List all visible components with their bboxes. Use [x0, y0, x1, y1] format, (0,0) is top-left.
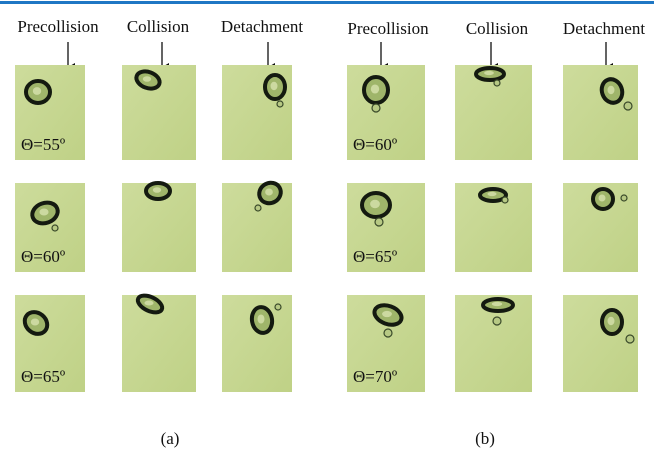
bubble-highlight — [31, 319, 39, 326]
bubble-highlight — [258, 314, 265, 323]
subfigure-caption: (b) — [475, 429, 495, 448]
small-bubble — [621, 195, 627, 201]
column-heading: Collision — [127, 17, 190, 36]
column-heading: Precollision — [347, 19, 429, 38]
bubble-highlight — [371, 84, 379, 93]
page: Precollision Collision Detachment Θ=55º Θ=60… — [0, 0, 654, 451]
bubble-highlight — [153, 187, 161, 193]
small-bubble — [277, 101, 283, 107]
small-bubble — [375, 218, 383, 226]
top-rule — [0, 1, 654, 4]
angle-label: Θ=65º — [353, 247, 397, 266]
bubble-highlight — [487, 192, 496, 196]
small-bubble — [502, 197, 508, 203]
bubble-highlight — [144, 301, 153, 306]
small-bubble — [275, 304, 281, 310]
bubble-highlight — [143, 76, 151, 82]
bubble-highlight — [265, 189, 273, 196]
figure: Precollision Collision Detachment Θ=55º Θ=60… — [0, 0, 654, 451]
small-bubble — [52, 225, 58, 231]
bubble-highlight — [608, 317, 615, 325]
bubble-highlight — [271, 82, 278, 90]
bubble-highlight — [608, 86, 615, 94]
small-bubble — [624, 102, 632, 110]
angle-label: Θ=55º — [21, 135, 65, 154]
column-heading: Collision — [466, 19, 529, 38]
column-heading: Precollision — [17, 17, 99, 36]
column-heading: Detachment — [221, 17, 303, 36]
bubble-highlight — [492, 302, 503, 306]
bubble-highlight — [382, 311, 392, 317]
bubble-highlight — [484, 71, 494, 75]
bubble-highlight — [33, 87, 41, 95]
small-bubble — [494, 80, 500, 86]
small-bubble — [372, 104, 380, 112]
small-bubble — [493, 317, 501, 325]
subfigure-caption: (a) — [161, 429, 180, 448]
angle-label: Θ=65º — [21, 367, 65, 386]
angle-label: Θ=60º — [353, 135, 397, 154]
angle-label: Θ=70º — [353, 367, 397, 386]
small-bubble — [384, 329, 392, 337]
bubble-highlight — [39, 209, 48, 216]
photo-panel — [563, 65, 638, 160]
bubble-highlight — [370, 200, 380, 208]
photo-panel — [563, 295, 638, 392]
bubble-highlight — [599, 195, 606, 202]
column-heading: Detachment — [563, 19, 645, 38]
small-bubble — [626, 335, 634, 343]
angle-label: Θ=60º — [21, 247, 65, 266]
small-bubble — [255, 205, 261, 211]
